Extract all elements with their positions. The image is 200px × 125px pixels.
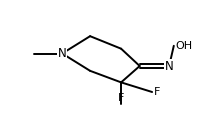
Text: F: F	[118, 93, 124, 103]
Text: N: N	[165, 60, 174, 72]
Text: OH: OH	[175, 41, 192, 51]
Text: F: F	[154, 87, 160, 97]
Text: N: N	[58, 47, 67, 60]
